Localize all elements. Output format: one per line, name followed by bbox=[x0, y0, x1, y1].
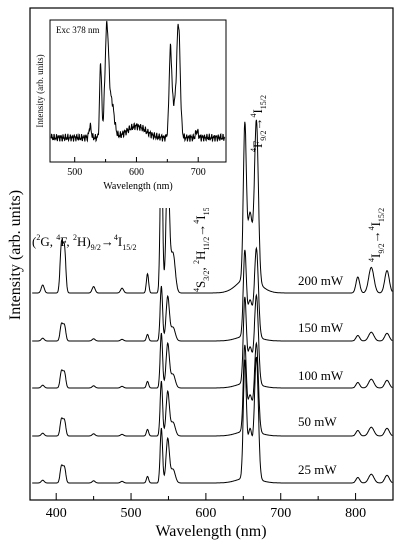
inset-plot-frame bbox=[49, 19, 227, 163]
annotation-2g4f2h-transition: (2G, 4F, 2H)9/2→4I15/2 bbox=[32, 233, 136, 252]
main-traces bbox=[32, 119, 393, 484]
series-label-4: 25 mW bbox=[298, 462, 337, 477]
series-label-2: 100 mW bbox=[298, 368, 344, 383]
inset-trace bbox=[50, 20, 226, 143]
svg-text:4I9/2→4I15/2: 4I9/2→4I15/2 bbox=[367, 208, 386, 262]
annotation-4f92-transition: 4F9/2→4I15/2 bbox=[249, 95, 268, 152]
main-x-tick-label-500: 500 bbox=[121, 506, 142, 521]
series-line-0 bbox=[32, 119, 393, 294]
main-x-axis-label: Wavelength (nm) bbox=[155, 523, 266, 540]
inset-x-axis-label: Wavelength (nm) bbox=[103, 181, 172, 192]
inset-background bbox=[33, 17, 229, 208]
main-x-tick-label-600: 600 bbox=[195, 506, 216, 521]
annotation-4i92-transition: 4I9/2→4I15/2 bbox=[367, 208, 386, 262]
inset-series-line bbox=[50, 20, 226, 143]
inset-x-tick-label-700: 700 bbox=[191, 167, 206, 178]
main-x-axis-ticks bbox=[55, 493, 394, 500]
series-label-1: 150 mW bbox=[298, 320, 344, 335]
inset-x-axis-ticks bbox=[74, 157, 199, 162]
series-label-3: 50 mW bbox=[298, 414, 337, 429]
inset-x-tick-label-600: 600 bbox=[129, 167, 144, 178]
series-line-2 bbox=[32, 293, 393, 389]
main-plot-frame bbox=[29, 7, 394, 501]
annotation-4s-2h-transition: 4S3/2, 2H11/2→4I15/2 bbox=[192, 201, 211, 292]
main-x-tick-label-700: 700 bbox=[270, 506, 291, 521]
inset-x-tick-labels: 500 600 700 bbox=[67, 167, 206, 178]
svg-text:4F9/2→4I15/2: 4F9/2→4I15/2 bbox=[249, 95, 268, 152]
series-label-0: 200 mW bbox=[298, 273, 344, 288]
inset-y-axis-label: Intensity (arb. units) bbox=[35, 54, 45, 127]
main-x-tick-labels: 400 500 600 700 800 bbox=[46, 506, 366, 521]
main-x-tick-label-800: 800 bbox=[345, 506, 366, 521]
series-line-3 bbox=[32, 341, 393, 437]
main-x-tick-label-400: 400 bbox=[46, 506, 67, 521]
series-line-4 bbox=[32, 356, 393, 484]
main-y-axis-label: Intensity (arb. units) bbox=[7, 190, 24, 320]
series-labels: 200 mW 150 mW 100 mW 50 mW 25 mW bbox=[298, 273, 344, 477]
inset-title: Exc 378 nm bbox=[56, 25, 100, 35]
svg-text:4S3/2, 2H11/2→4I15/2: 4S3/2, 2H11/2→4I15/2 bbox=[192, 201, 211, 292]
series-line-1 bbox=[32, 246, 393, 342]
inset-x-tick-label-500: 500 bbox=[67, 167, 82, 178]
